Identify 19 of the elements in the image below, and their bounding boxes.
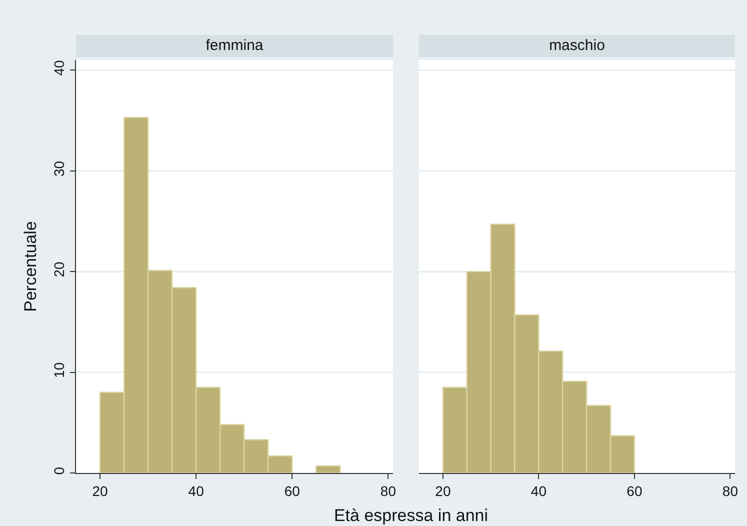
chart-title: maschio [549,37,605,54]
y-tick-label: 40 [51,60,68,76]
y-tick-label: 0 [51,466,68,475]
panel-header-strip: maschio [419,35,735,57]
x-tick-label: 80 [380,483,396,499]
x-tick-label: 80 [722,483,738,499]
x-tick-label: 60 [284,483,300,499]
x-tick-label: 40 [188,483,204,499]
y-tick-label: 10 [51,362,68,378]
chart-title: femmina [206,37,264,54]
x-tick-label: 40 [530,483,547,499]
y-tick-label: 30 [51,160,68,176]
y-axis-title: Percentuale [20,221,40,312]
x-tick-label: 20 [435,483,451,499]
x-tick-label: 60 [626,483,642,499]
x-tick-label: 20 [92,483,108,499]
y-tick-label: 20 [51,261,68,278]
panel-header-strip: femmina [76,35,393,57]
x-axis-title: Età espressa in anni [332,506,490,526]
